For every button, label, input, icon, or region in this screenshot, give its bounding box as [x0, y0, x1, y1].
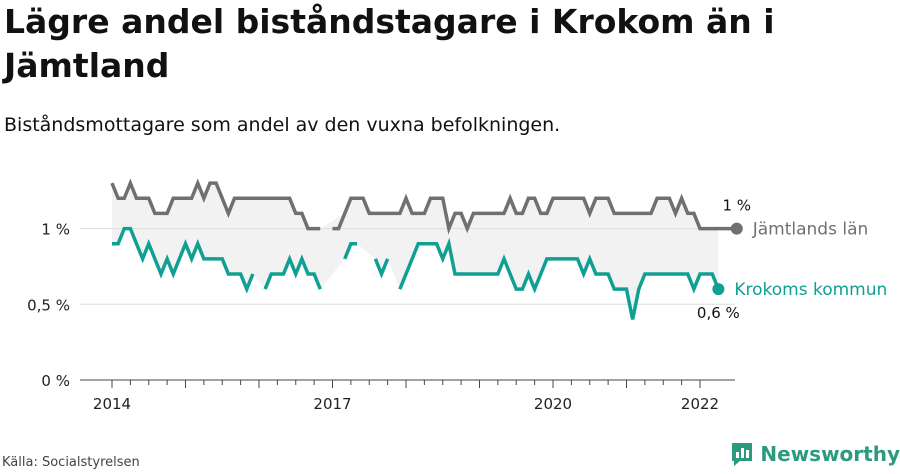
y-tick-label: 0 % — [41, 372, 70, 390]
jamtland-line — [110, 178, 321, 231]
krokom-line — [398, 237, 720, 320]
jamtland-series-label: Jämtlands län — [752, 220, 869, 240]
y-tick-label: 0,5 % — [27, 296, 70, 314]
krokom-line — [112, 226, 255, 294]
chart-subtitle: Biståndsmottagare som andel av den vuxna… — [4, 114, 561, 136]
labels-layer: 1 %Jämtlands län Krokoms kommun 0,6 % — [697, 197, 887, 323]
jamtland-line — [332, 193, 737, 235]
krokom-value-label: 0,6 % — [697, 304, 740, 322]
newsworthy-logo[interactable]: Newsworthy — [730, 441, 900, 467]
y-tick-label: 1 % — [41, 221, 70, 239]
x-tick-label: 2020 — [534, 395, 572, 413]
series-lines-layer — [110, 178, 743, 320]
krokom-line — [263, 254, 322, 290]
x-tick-label: 2017 — [313, 395, 351, 413]
krokom-line — [373, 258, 390, 279]
jamtland-end-point — [730, 222, 743, 235]
chart-title: Lägre andel biståndstagare i Krokom än i… — [4, 2, 775, 85]
x-axis-layer: 2014 2017 2020 2022 — [80, 379, 735, 413]
newsworthy-logo-icon — [732, 443, 753, 466]
brand-name: Newsworthy — [760, 442, 900, 466]
source-note: Källa: Socialstyrelsen — [2, 455, 140, 470]
x-tick-label: 2022 — [681, 395, 719, 413]
krokom-series-label: Krokoms kommun — [734, 280, 887, 300]
krokom-end-point — [712, 283, 725, 296]
x-tick-label: 2014 — [93, 395, 131, 413]
krokom-line — [343, 241, 357, 260]
jamtland-value-label: 1 % — [722, 197, 751, 215]
